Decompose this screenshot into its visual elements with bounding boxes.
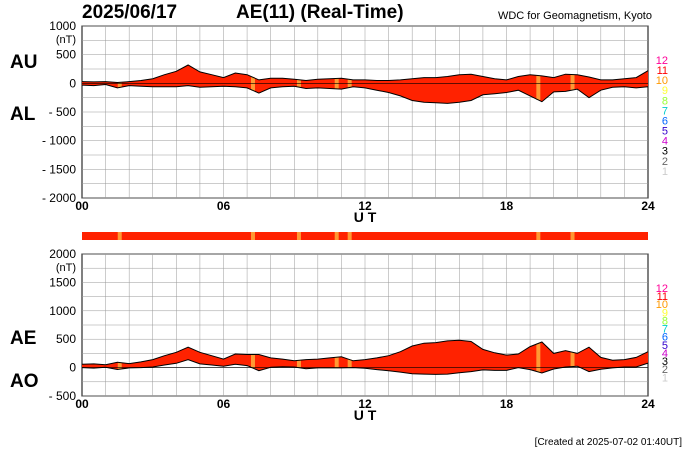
au-al-xtick-label: 00: [75, 199, 89, 213]
au-al-ytick-label: - 500: [49, 105, 77, 119]
ae-ao-ylabel: (nT): [56, 262, 76, 274]
au-al-xtick-label: 24: [641, 199, 655, 213]
station-status-mark: [536, 232, 541, 240]
au-al-legend-7: 7: [662, 105, 668, 117]
au-al-fill-area: [82, 65, 648, 104]
al-label: AL: [10, 104, 36, 125]
station-status-mark: [296, 232, 301, 240]
au-al-legend-11: 11: [657, 65, 668, 77]
au-al-ytick-label: 0: [69, 76, 76, 90]
au-al-legend-5: 5: [662, 126, 668, 138]
ae-ao-legend-1: 1: [662, 372, 668, 384]
au-al-xtick-label: 06: [217, 199, 231, 213]
station-status-mark: [334, 232, 339, 240]
ae-ao-low-station-band: [570, 352, 575, 367]
station-status-bar: [82, 232, 648, 240]
au-al-legend-9: 9: [662, 85, 668, 97]
au-al-ytick-label: 1000: [49, 19, 76, 33]
au-al-ytick-label: - 1500: [42, 162, 76, 176]
created-timestamp: [Created at 2025-07-02 01:40UT]: [534, 437, 682, 448]
ae-ao-ytick-label: 0: [69, 361, 76, 375]
ae-ao-lower-line: [81, 359, 649, 375]
ae-ao-upper-line: [81, 339, 649, 366]
ae-ao-legend-2: 2: [662, 364, 668, 376]
ae-label: AE: [10, 328, 37, 349]
ae-ao-xtick-label: 00: [75, 397, 89, 411]
ae-ao-ytick-label: 1500: [49, 275, 76, 289]
ae-ao-legend-3: 3: [662, 356, 668, 368]
station-status-mark: [250, 232, 255, 240]
au-al-legend-2: 2: [662, 156, 668, 168]
ae-ao-legend-4: 4: [662, 348, 668, 360]
au-al-ytick-label: - 2000: [42, 191, 76, 205]
ae-ao-ytick-label: 500: [56, 332, 76, 346]
ae-ao-low-station-band: [334, 357, 339, 368]
au-al-legend-10: 10: [656, 75, 668, 87]
ae-ao-xtick-label: 18: [500, 397, 514, 411]
ae-ao-xtick-label: 24: [641, 397, 655, 411]
ae-ao-legend-11: 11: [657, 291, 668, 303]
ae-ao-low-station-band: [117, 362, 122, 370]
ae-ao-low-station-band: [347, 359, 352, 368]
ae-ao-legend-6: 6: [662, 332, 668, 344]
ae-ao-legend-9: 9: [662, 307, 668, 319]
station-status-mark: [347, 232, 352, 240]
station-status-mark: [117, 232, 122, 240]
au-al-legend-4: 4: [662, 136, 668, 148]
au-al-ytick-label: - 1000: [42, 134, 76, 148]
ae-ao-legend-10: 10: [656, 299, 668, 311]
ae-ao-ytick-label: - 500: [49, 389, 77, 403]
au-label: AU: [10, 52, 38, 73]
ae-ao-legend-8: 8: [662, 315, 668, 327]
station-status-mark: [570, 232, 575, 240]
ae-ao-xlabel: U T: [354, 407, 377, 423]
au-al-legend-1: 1: [662, 166, 668, 178]
index-title: AE(11) (Real-Time): [236, 2, 404, 23]
date-title: 2025/06/17: [82, 2, 178, 23]
ae-ao-low-station-band: [536, 343, 541, 372]
ae-ao-low-station-band: [250, 354, 255, 369]
ae-ao-ytick-label: 2000: [49, 247, 76, 261]
au-al-low-station-band: [536, 75, 541, 100]
au-al-low-station-band: [570, 74, 575, 90]
au-al-legend-8: 8: [662, 95, 668, 107]
ao-label: AO: [10, 371, 39, 392]
ae-ao-legend-12: 12: [656, 283, 668, 295]
ae-ao-low-station-band: [296, 360, 301, 368]
au-al-legend-3: 3: [662, 146, 668, 158]
au-al-legend-6: 6: [662, 115, 668, 127]
au-al-xtick-label: 18: [500, 199, 514, 213]
source-label: WDC for Geomagnetism, Kyoto: [497, 10, 652, 22]
ae-ao-xtick-label: 12: [358, 397, 372, 411]
au-al-upper-line: [81, 64, 649, 84]
au-al-low-station-band: [117, 82, 122, 88]
ae-ao-legend-7: 7: [662, 324, 668, 336]
ae-ao-ytick-label: 1000: [49, 304, 76, 318]
au-al-lower-line: [81, 83, 649, 104]
ae-ao-xtick-label: 06: [217, 397, 231, 411]
au-al-ytick-label: 500: [56, 48, 76, 62]
au-al-ylabel: (nT): [56, 34, 76, 46]
au-al-low-station-band: [250, 77, 255, 91]
au-al-legend-12: 12: [656, 55, 668, 67]
au-al-xlabel: U T: [354, 209, 377, 225]
au-al-xtick-label: 12: [358, 199, 372, 213]
ae-ao-legend-5: 5: [662, 340, 668, 352]
